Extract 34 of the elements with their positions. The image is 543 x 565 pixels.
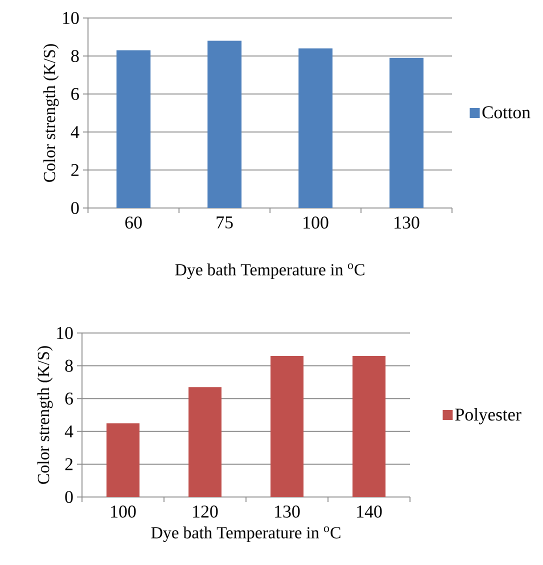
- y-tick-label: 4: [64, 425, 74, 438]
- y-tick-label: 2: [65, 458, 72, 470]
- y-tick-label: 2: [71, 164, 78, 176]
- bar: [106, 423, 140, 497]
- y-tick-label: 10: [63, 12, 79, 24]
- x-tick-label: 100: [111, 506, 136, 518]
- legend-label: Polyester: [455, 408, 522, 424]
- x-tick-label: 100: [304, 216, 328, 229]
- x-axis-title: Dye bath Temperature in $^{o}$C: [175, 263, 364, 279]
- x-tick-label: 75: [216, 216, 233, 228]
- x-tick-label: 140: [357, 506, 382, 518]
- bar: [352, 356, 386, 497]
- legend-label: Cotton: [482, 106, 530, 118]
- y-tick-label: 4: [70, 126, 80, 138]
- x-tick-label: 60: [125, 216, 142, 229]
- y-axis-title: Color strength (K/S): [37, 346, 53, 484]
- x-tick-label: 130: [275, 506, 300, 518]
- bar: [270, 356, 304, 497]
- bar: [298, 48, 332, 208]
- bar: [390, 58, 424, 208]
- y-tick-label: 0: [65, 490, 73, 504]
- y-tick-label: 8: [65, 360, 73, 372]
- y-tick-label: 6: [71, 88, 79, 100]
- x-tick-label: 130: [394, 216, 420, 229]
- y-axis-title: Color strength (K/S): [43, 44, 59, 182]
- x-tick-label: 120: [193, 506, 218, 518]
- y-tick-label: 8: [71, 50, 79, 62]
- y-tick-label: 0: [71, 202, 79, 214]
- x-axis-title: Dye bath Temperature in $^{o}$C: [151, 526, 340, 542]
- y-tick-label: 6: [65, 392, 73, 405]
- bar: [116, 50, 150, 208]
- bar: [188, 387, 222, 497]
- bar: [208, 40, 242, 208]
- y-tick-label: 10: [57, 326, 73, 340]
